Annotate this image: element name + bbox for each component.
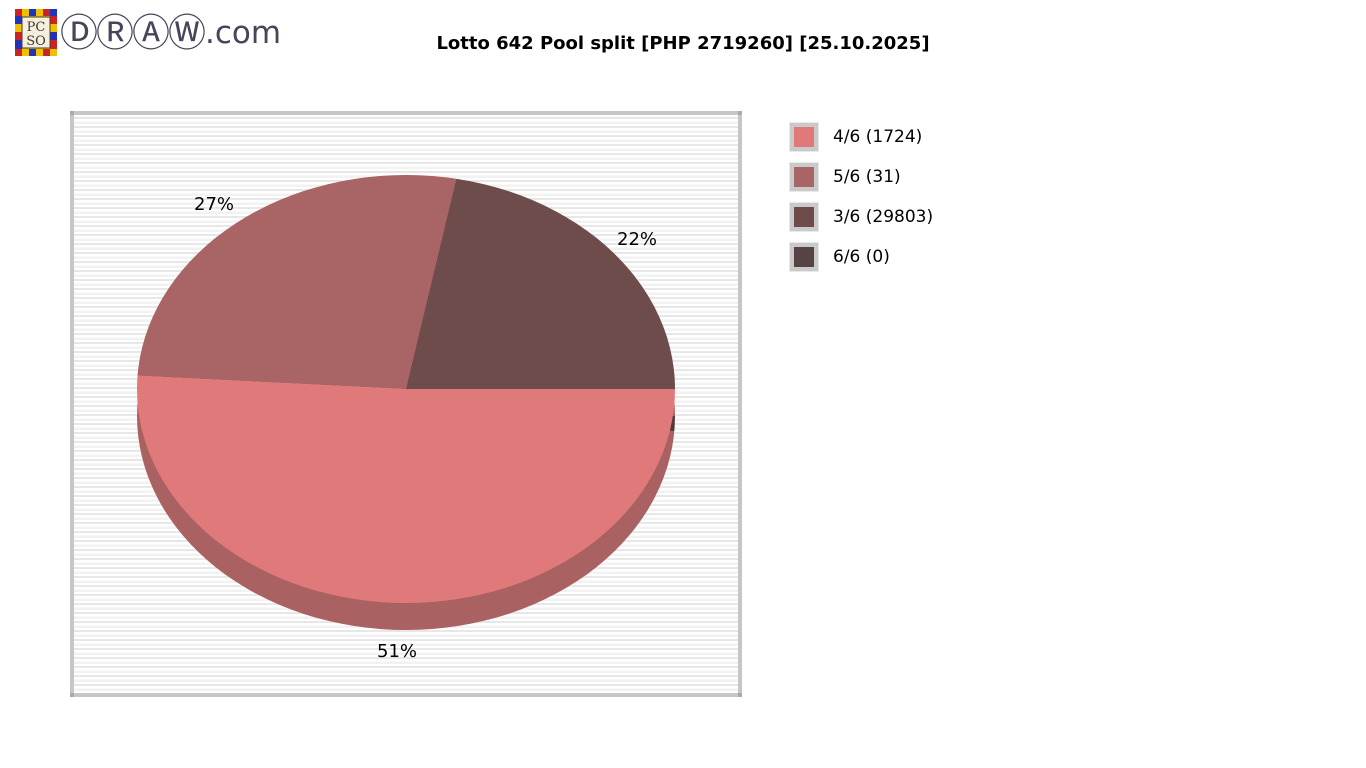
legend-item-3of6: 3/6 (29803) <box>790 203 933 231</box>
legend-swatch-5of6 <box>790 163 818 191</box>
pie-chart <box>137 175 675 603</box>
panel-corner-top-right <box>738 111 742 115</box>
pcso-logo-text-line1: PC <box>27 20 46 35</box>
legend-label-6of6: 6/6 (0) <box>833 247 890 267</box>
legend-label-5of6: 5/6 (31) <box>833 167 901 187</box>
brand-draw-circled-letters: ⒹⓇⒶⓌ <box>60 11 206 55</box>
panel-corner-top-left <box>70 111 74 115</box>
legend-item-5of6: 5/6 (31) <box>790 163 933 191</box>
legend-label-3of6: 3/6 (29803) <box>833 207 934 227</box>
legend-swatch-4of6 <box>790 123 818 151</box>
pcso-logo-text-line2: SO <box>26 34 46 49</box>
legend: 4/6 (1724) 5/6 (31) 3/6 (29803) 6/6 (0) <box>790 123 933 283</box>
panel-corner-bottom-right <box>738 693 742 697</box>
panel-corner-bottom-left <box>70 693 74 697</box>
brand-dotcom-suffix: .com <box>205 14 282 51</box>
pie-percent-label-5of6: 27% <box>194 194 235 215</box>
legend-swatch-3of6 <box>790 203 818 231</box>
legend-swatch-6of6 <box>790 243 818 271</box>
chart-title: Lotto 642 Pool split [PHP 2719260] [25.1… <box>436 33 930 54</box>
chart-panel: 27% 22% 51% <box>70 111 742 697</box>
pie-percent-label-4of6: 51% <box>377 641 418 662</box>
brand-wordmark: ⒹⓇⒶⓌ .com <box>60 10 281 56</box>
pcso-logo-icon: PC SO <box>15 9 57 56</box>
pie-percent-label-3of6: 22% <box>617 229 658 250</box>
legend-label-4of6: 4/6 (1724) <box>833 127 923 147</box>
legend-item-6of6: 6/6 (0) <box>790 243 933 271</box>
legend-item-4of6: 4/6 (1724) <box>790 123 933 151</box>
